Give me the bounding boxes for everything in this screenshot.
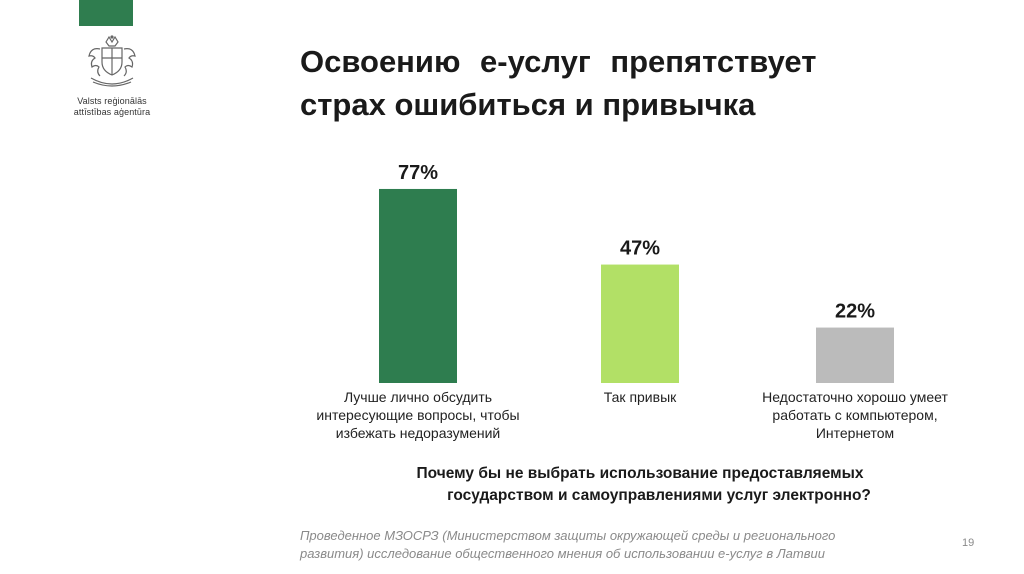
- data-label-3: 22%: [835, 301, 875, 323]
- agency-name-line1: Valsts reģionālās: [77, 96, 147, 106]
- data-label-2: 47%: [620, 238, 660, 260]
- survey-question-line2: государством и самоуправлениями услуг эл…: [447, 487, 871, 504]
- survey-question: Почему бы не выбрать использование предо…: [300, 463, 980, 507]
- bar-3: [816, 327, 894, 383]
- source-note-line2: развития) исследование общественного мне…: [300, 546, 825, 561]
- slide-title-line2: страх ошибиться и привычка: [300, 87, 756, 122]
- category-label-3: Недостаточно хорошо умеет работать с комп…: [762, 389, 948, 441]
- agency-name-line2: attīstības aģentūra: [73, 107, 151, 117]
- agency-logo: Valsts reģionālās attīstības aģentūra: [62, 34, 162, 124]
- bar-2: [601, 264, 679, 383]
- data-label-1: 77%: [398, 162, 438, 184]
- coat-of-arms-icon: [88, 35, 136, 87]
- category-label-2: Так привык: [604, 389, 677, 405]
- brand-color-block: [79, 0, 133, 26]
- bar-1: [379, 188, 457, 383]
- page-number: 19: [962, 537, 975, 549]
- source-note: Проведенное МЗОСРЗ (Министерством защиты…: [300, 527, 960, 563]
- survey-question-line1: Почему бы не выбрать использование предо…: [416, 465, 864, 482]
- slide-title: Освоению е-услуг препятствует страх ошиб…: [300, 40, 980, 126]
- category-label-1: Лучше лично обсудить интересующие вопросы…: [316, 389, 519, 441]
- agency-name: Valsts reģionālās attīstības aģentūra: [62, 96, 162, 118]
- slide-title-line1: Освоению е-услуг препятствует: [300, 44, 817, 79]
- source-note-line1: Проведенное МЗОСРЗ (Министерством защиты…: [300, 528, 836, 543]
